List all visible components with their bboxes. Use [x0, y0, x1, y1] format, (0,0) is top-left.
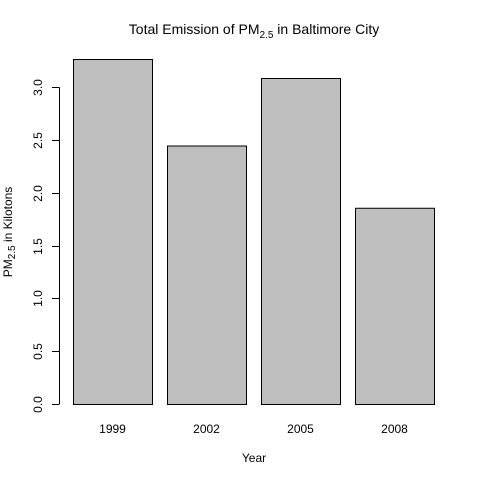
y-tick-label-0.5: 0.5	[31, 343, 45, 360]
chart-title-subscript: 2.5	[260, 30, 274, 41]
x-tick-label-2005: 2005	[287, 422, 314, 436]
x-axis-label: Year	[242, 451, 266, 465]
y-axis-label-rest: in Kilotons	[1, 187, 15, 246]
chart-title-main: Total Emission of PM	[129, 21, 260, 37]
x-tick-label-2002: 2002	[193, 422, 220, 436]
y-tick-label-1.0: 1.0	[31, 290, 45, 307]
x-tick-label-2008: 2008	[381, 422, 408, 436]
x-tick-label-1999: 1999	[99, 422, 126, 436]
bar-1999	[73, 59, 153, 405]
y-axis-label: PM2.5 in Kilotons	[1, 187, 18, 278]
y-axis-label-subscript: 2.5	[7, 245, 18, 259]
x-tick-labels: 1999 2002 2005 2008	[99, 422, 408, 436]
chart-title: Total Emission of PM2.5 in Baltimore Cit…	[129, 21, 379, 41]
y-tick-label-0.0: 0.0	[31, 396, 45, 413]
bars-group	[73, 59, 435, 406]
y-tick-label-1.5: 1.5	[31, 238, 45, 255]
bar-2002	[167, 145, 247, 405]
bar-2005	[261, 77, 341, 406]
y-axis: 0.0 0.5 1.0 1.5 2.0 2.5 3.0	[31, 79, 60, 413]
y-tick-label-3.0: 3.0	[31, 79, 45, 96]
bar-2008	[355, 207, 435, 405]
chart-title-rest: in Baltimore City	[273, 21, 379, 37]
y-tick-label-2.5: 2.5	[31, 132, 45, 149]
y-tick-label-2.0: 2.0	[31, 185, 45, 202]
y-axis-label-main: PM	[1, 259, 15, 277]
